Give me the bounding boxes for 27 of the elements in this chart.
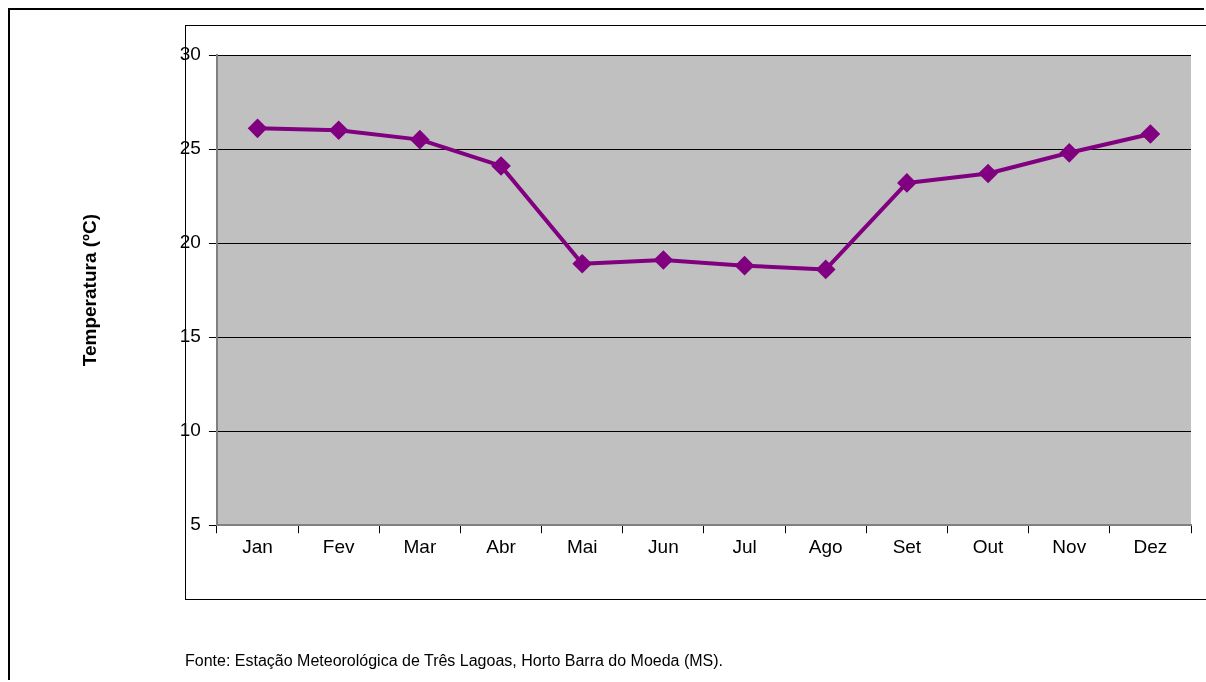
x-tick-label: Jan: [242, 535, 273, 557]
point: [410, 130, 429, 149]
x-tick-label: Set: [892, 535, 922, 557]
point: [492, 156, 511, 175]
point: [1060, 143, 1079, 162]
y-tick-label: 5: [190, 513, 201, 535]
point: [979, 164, 998, 183]
source-note: Fonte: Estação Meteorológica de Três Lagoas, Horto Barra do Moeda (MS).: [185, 652, 724, 670]
x-tick-label: Nov: [1052, 535, 1087, 557]
x-tick-label: Out: [972, 535, 1005, 557]
x-tick-label: Abr: [486, 535, 517, 557]
x-tick-label: Jul: [732, 535, 757, 557]
point: [897, 173, 916, 192]
x-tick-label: Fev: [322, 535, 356, 557]
point: [735, 256, 754, 275]
point: [573, 254, 592, 273]
x-tick-label: Mar: [403, 535, 437, 557]
x-tick-label: Jun: [648, 535, 679, 557]
point: [329, 121, 348, 140]
x-tick-label: Dez: [1133, 535, 1168, 557]
y-axis-title: Temperatura (ºC): [78, 213, 100, 367]
x-tick-label: Ago: [808, 535, 843, 557]
point: [1141, 124, 1160, 143]
point: [816, 260, 835, 279]
point: [248, 119, 267, 138]
x-tick-label: Mai: [566, 535, 598, 557]
point: [654, 251, 673, 270]
